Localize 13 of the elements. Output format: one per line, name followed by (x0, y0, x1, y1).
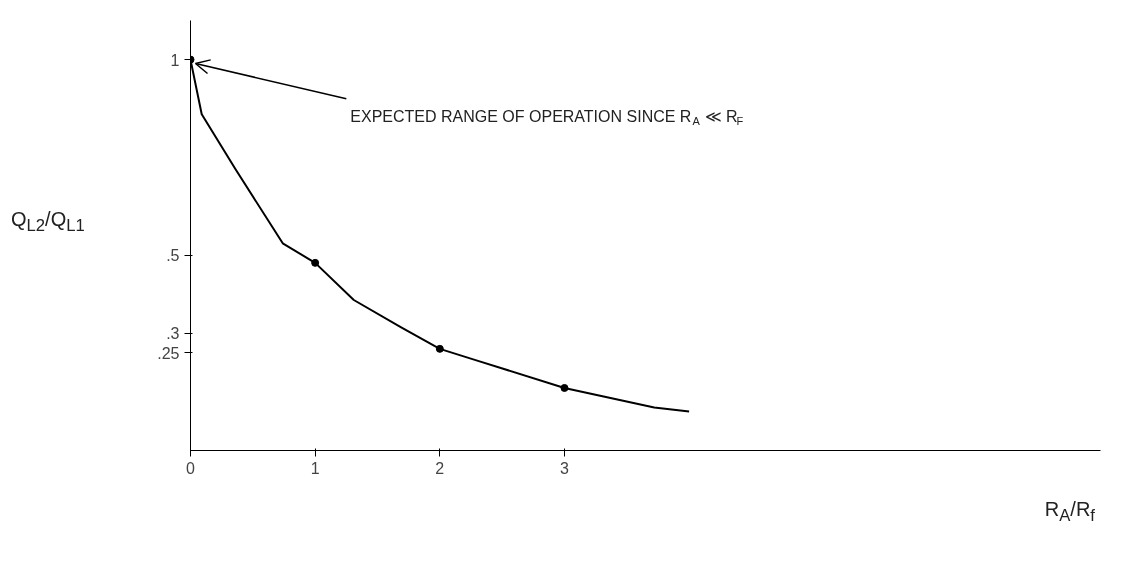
y-tick-label: .3 (166, 325, 180, 343)
y-tick-label: .5 (166, 247, 180, 265)
y-tick-label: .25 (157, 344, 180, 362)
x-tick-label: 2 (435, 459, 445, 477)
point (311, 258, 320, 267)
y-axis-title: Q$_{L2}$/Q$_{L1}$ (11, 207, 85, 237)
x-axis-title: R$_{A}$/R$_{f}$ (1044, 497, 1095, 527)
point (435, 344, 444, 353)
x-tick-label: 1 (310, 459, 320, 477)
x-tick-label: 0 (186, 459, 196, 477)
y-tick-label: 1 (170, 51, 180, 69)
x-tick-label: 3 (560, 459, 570, 477)
point (560, 383, 569, 392)
